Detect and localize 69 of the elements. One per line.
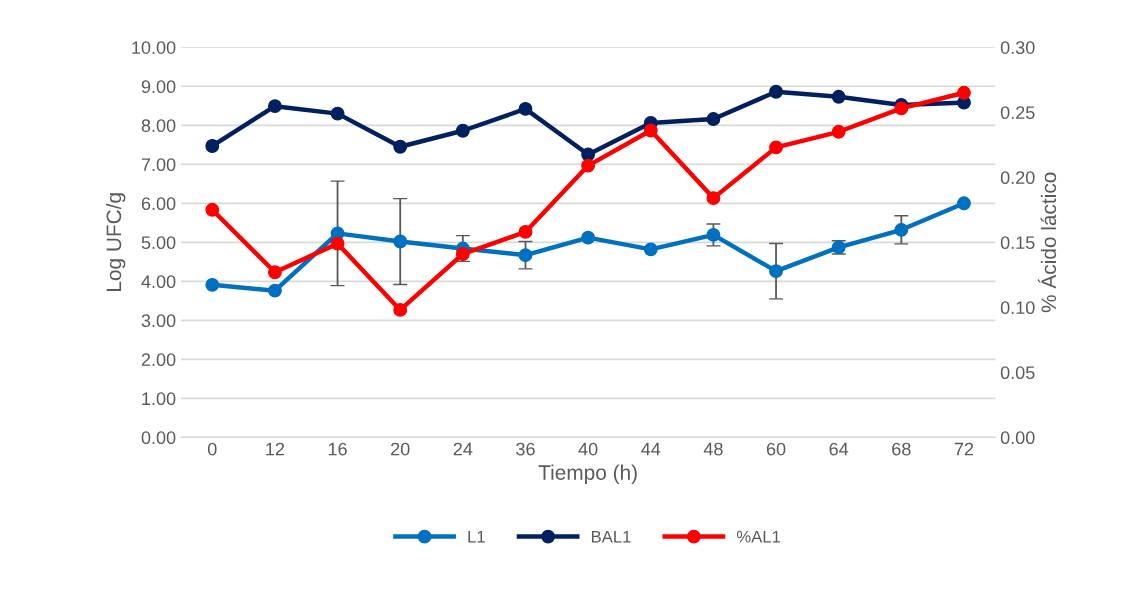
y2-tick-label: 0.25: [1000, 106, 1035, 120]
point: [894, 101, 909, 116]
point: [831, 124, 846, 139]
point: [267, 283, 282, 298]
y-tick-label: 4.00: [141, 275, 176, 289]
x-tick-label: 48: [703, 442, 723, 456]
point: [769, 84, 783, 99]
y2-axis-title: % Ácido láctico: [1037, 172, 1057, 313]
point: [957, 196, 971, 211]
y-axis-title: Log UFC/g: [105, 193, 126, 291]
point: [957, 85, 971, 100]
point: [518, 224, 533, 239]
x-tick-label: 60: [766, 442, 786, 456]
x-tick-label: 40: [578, 442, 598, 456]
point: [518, 248, 533, 263]
point: [643, 123, 658, 138]
point: [205, 202, 220, 217]
point: [205, 277, 220, 292]
point: [267, 265, 282, 280]
point: [581, 158, 596, 173]
y2-tick-label: 0.15: [1000, 236, 1035, 250]
y2-tick-label: 0.10: [1000, 301, 1035, 315]
x-tick-label: 36: [516, 442, 535, 456]
y2-tick-label: 0.30: [1000, 41, 1035, 54]
x-tick-label: 72: [954, 442, 974, 456]
y-tick-label: 9.00: [141, 80, 176, 94]
x-axis-title: Tiempo (h): [538, 464, 637, 485]
y-tick-label: 3.00: [141, 314, 176, 328]
point: [769, 140, 783, 155]
point: [205, 139, 220, 153]
legend-label: %AL1: [736, 530, 781, 543]
point: [581, 230, 596, 245]
y-tick-label: 1.00: [142, 392, 176, 406]
point: [894, 222, 909, 237]
y-tick-label: 0.00: [141, 431, 176, 445]
x-tick-label: 44: [641, 442, 661, 456]
x-tick-label: 68: [892, 442, 911, 456]
x-tick-label: 64: [829, 442, 849, 456]
y-tick-label: 2.00: [141, 353, 176, 367]
point: [393, 302, 408, 317]
legend-label: L1: [468, 530, 485, 543]
point: [455, 123, 470, 138]
point: [393, 234, 408, 249]
x-tick-label: 0: [207, 442, 217, 456]
point: [643, 242, 658, 257]
y-tick-label: 7.00: [141, 158, 176, 172]
x-tick-label: 24: [453, 442, 473, 456]
legend-label: BAL1: [591, 530, 631, 543]
point: [267, 99, 282, 114]
point: [769, 264, 783, 279]
y2-tick-label: 0.20: [1000, 171, 1035, 185]
x-tick-label: 20: [391, 442, 410, 456]
point: [455, 247, 470, 261]
point: [706, 227, 721, 242]
point: [831, 89, 846, 104]
y2-tick-label: 0.05: [1000, 366, 1035, 380]
x-tick-label: 16: [328, 442, 347, 456]
point: [706, 112, 721, 126]
point: [330, 106, 345, 121]
point: [330, 236, 345, 251]
y-tick-label: 6.00: [141, 197, 176, 211]
x-tick-label: 12: [266, 442, 285, 456]
point: [706, 191, 721, 206]
y-tick-label: 10.00: [132, 41, 176, 54]
point: [518, 101, 533, 116]
y2-tick-label: 0.00: [1000, 431, 1035, 445]
y-tick-label: 8.00: [141, 119, 176, 133]
y-tick-label: 5.00: [141, 236, 176, 250]
point: [393, 139, 408, 154]
